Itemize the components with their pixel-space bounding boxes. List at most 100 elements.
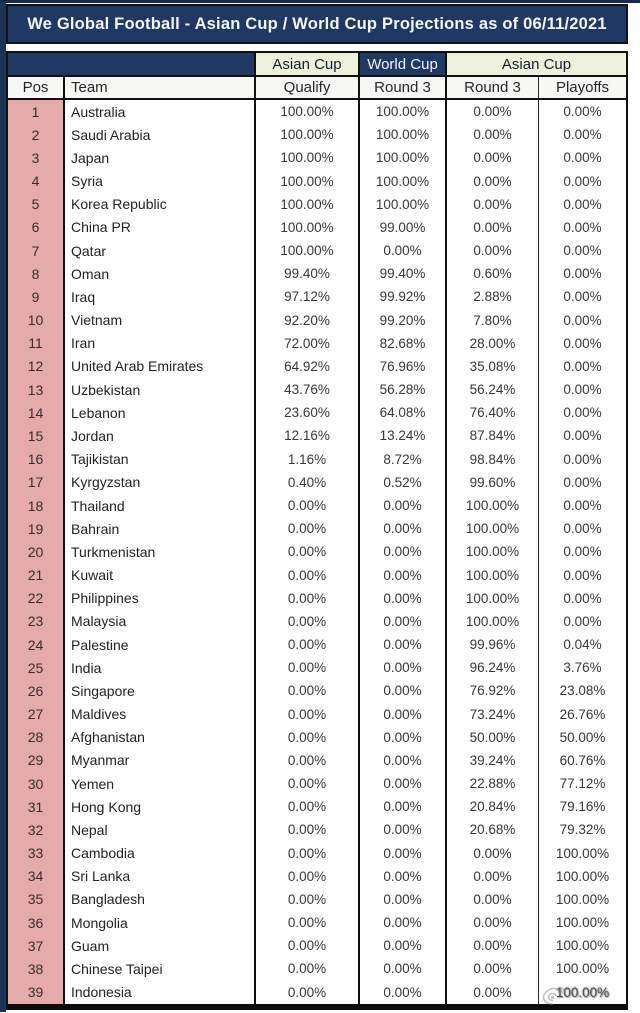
qualify-cell: 0.00% — [256, 517, 360, 541]
table-row: 18 Thailand 0.00% 0.00% 100.00% 0.00% — [8, 493, 626, 518]
pos-cell: 11 — [8, 331, 65, 355]
wc-round3-cell: 99.40% — [360, 262, 447, 286]
playoffs-cell: 77.12% — [559, 776, 606, 792]
wc-round3-cell: 0.00% — [360, 887, 447, 912]
wc-round3-cell: 82.68% — [360, 331, 447, 355]
table-row: 29 Myanmar 0.00% 0.00% 39.24% 60.76% — [8, 748, 626, 772]
playoffs-cell: 100.00% — [555, 915, 610, 931]
qualify-cell: 0.00% — [256, 911, 360, 935]
ac-round3-cell: 0.00% — [447, 123, 539, 147]
ac-round3-cell: 20.68% — [447, 818, 539, 842]
playoffs-cell: 0.00% — [563, 382, 602, 398]
projections-table: Asian Cup World Cup Asian Cup Pos Team Q… — [6, 51, 628, 1010]
playoffs-cell: 0.00% — [563, 219, 602, 235]
team-cell: India — [65, 656, 256, 680]
playoffs-cell: 0.00% — [563, 196, 602, 212]
ac-round3-cell: 0.00% — [447, 911, 539, 935]
pos-cell: 13 — [8, 378, 65, 402]
team-cell: Maldives — [65, 702, 256, 726]
pos-cell: 18 — [8, 493, 65, 518]
table-row: 8 Oman 99.40% 99.40% 0.60% 0.00% — [8, 262, 626, 286]
playoffs-cell: 100.00% — [555, 961, 610, 977]
table-row: 37 Guam 0.00% 0.00% 0.00% 100.00% — [8, 934, 626, 958]
qualify-cell: 0.00% — [256, 493, 360, 518]
pos-cell: 28 — [8, 725, 65, 749]
wc-round3-cell: 100.00% — [360, 169, 447, 193]
table-row: 16 Tajikistan 1.16% 8.72% 98.84% 0.00% — [8, 447, 626, 471]
pos-cell: 24 — [8, 632, 65, 657]
playoffs-cell: 0.00% — [563, 613, 602, 629]
wc-round3-cell: 0.00% — [360, 864, 447, 888]
table-row: 22 Philippines 0.00% 0.00% 100.00% 0.00% — [8, 586, 626, 610]
playoffs-cell: 100.00% — [555, 891, 610, 907]
pos-cell: 16 — [8, 447, 65, 471]
playoffs-cell: 100.00% — [555, 984, 610, 1000]
team-cell: Myanmar — [65, 748, 256, 772]
pos-cell: 31 — [8, 795, 65, 819]
pos-cell: 38 — [8, 957, 65, 981]
page-title: We Global Football - Asian Cup / World C… — [27, 14, 607, 33]
table-row: 33 Cambodia 0.00% 0.00% 0.00% 100.00% — [8, 841, 626, 865]
playoffs-cell: 0.00% — [563, 127, 602, 143]
pos-cell: 33 — [8, 841, 65, 865]
column-header-pos: Pos — [8, 77, 65, 98]
team-cell: United Arab Emirates — [65, 354, 256, 379]
table-row: 17 Kyrgyzstan 0.40% 0.52% 99.60% 0.00% — [8, 470, 626, 494]
ac-round3-cell: 39.24% — [447, 748, 539, 772]
playoffs-cell: 0.00% — [563, 312, 602, 328]
team-cell: Korea Republic — [65, 192, 256, 216]
playoffs-cell: 0.00% — [563, 266, 602, 282]
pos-cell: 22 — [8, 586, 65, 610]
pos-cell: 27 — [8, 702, 65, 726]
table-row: 39 Indonesia 0.00% 0.00% 0.00% 100.00% — [8, 980, 626, 1004]
wc-round3-cell: 0.00% — [360, 771, 447, 796]
pos-cell: 8 — [8, 262, 65, 286]
qualify-cell: 64.92% — [256, 354, 360, 379]
ac-round3-cell: 0.00% — [447, 957, 539, 981]
table-row: 3 Japan 100.00% 100.00% 0.00% 0.00% — [8, 146, 626, 170]
qualify-cell: 0.00% — [256, 679, 360, 703]
ac-round3-cell: 0.00% — [447, 864, 539, 888]
qualify-cell: 99.40% — [256, 262, 360, 286]
team-cell: Kuwait — [65, 563, 256, 587]
column-header-wc-round3: Round 3 — [360, 77, 447, 98]
pos-cell: 30 — [8, 771, 65, 796]
qualify-cell: 0.00% — [256, 934, 360, 958]
table-row: 26 Singapore 0.00% 0.00% 76.92% 23.08% — [8, 679, 626, 703]
team-cell: Turkmenistan — [65, 540, 256, 564]
ac-round3-cell: 100.00% — [447, 563, 539, 587]
team-cell: Saudi Arabia — [65, 123, 256, 147]
qualify-cell: 0.00% — [256, 795, 360, 819]
team-cell: Lebanon — [65, 401, 256, 425]
table-row: 2 Saudi Arabia 100.00% 100.00% 0.00% 0.0… — [8, 123, 626, 147]
pos-cell: 4 — [8, 169, 65, 193]
team-cell: Singapore — [65, 679, 256, 703]
team-cell: Iran — [65, 331, 256, 355]
playoffs-cell: 0.00% — [563, 104, 602, 120]
qualify-cell: 0.00% — [256, 957, 360, 981]
wc-round3-cell: 99.00% — [360, 215, 447, 240]
wc-round3-cell: 0.00% — [360, 795, 447, 819]
playoffs-cell: 100.00% — [555, 845, 610, 861]
qualify-cell: 97.12% — [256, 285, 360, 309]
playoffs-cell: 0.00% — [563, 544, 602, 560]
team-cell: Philippines — [65, 586, 256, 610]
playoffs-cell: 0.00% — [563, 451, 602, 467]
qualify-cell: 0.00% — [256, 748, 360, 772]
table-row: 38 Chinese Taipei 0.00% 0.00% 0.00% 100.… — [8, 957, 626, 981]
wc-round3-cell: 0.00% — [360, 656, 447, 680]
wc-round3-cell: 56.28% — [360, 378, 447, 402]
qualify-cell: 0.00% — [256, 586, 360, 610]
table-row: 21 Kuwait 0.00% 0.00% 100.00% 0.00% — [8, 563, 626, 587]
table-row: 15 Jordan 12.16% 13.24% 87.84% 0.00% — [8, 424, 626, 448]
team-cell: Cambodia — [65, 841, 256, 865]
qualify-cell: 0.00% — [256, 609, 360, 633]
qualify-cell: 100.00% — [256, 215, 360, 240]
playoffs-cell: 0.00% — [563, 498, 602, 513]
table-row: 27 Maldives 0.00% 0.00% 73.24% 26.76% — [8, 702, 626, 726]
ac-round3-cell: 0.00% — [447, 146, 539, 170]
wc-round3-cell: 100.00% — [360, 192, 447, 216]
playoffs-cell: 60.76% — [559, 752, 606, 768]
ac-round3-cell: 76.40% — [447, 401, 539, 425]
